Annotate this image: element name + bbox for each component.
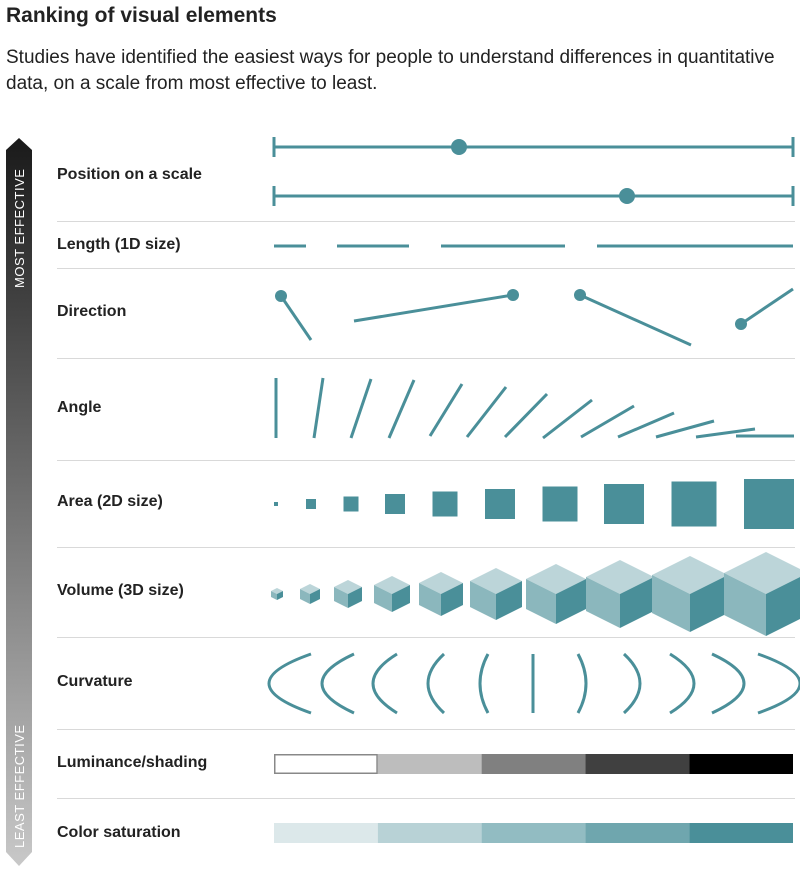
row-label-luminance: Luminance/shading [57, 754, 208, 771]
row-divider [57, 547, 795, 548]
angle-line [542, 398, 593, 440]
curvature-arc [757, 652, 800, 715]
most-effective-label: MOST EFFECTIVE [12, 169, 27, 288]
cube-right-face [620, 577, 654, 628]
least-effective-label: LEAST EFFECTIVE [12, 724, 27, 848]
area-square [385, 494, 405, 514]
row-divider [57, 637, 795, 638]
page-title: Ranking of visual elements [6, 4, 277, 27]
row-label-length: Length (1D size) [57, 236, 181, 253]
cube-right-face [690, 575, 728, 632]
curvature-arc [426, 652, 446, 715]
cube-left-face [271, 591, 277, 600]
cube-left-face [586, 577, 620, 628]
effectiveness-scale: MOST EFFECTIVE LEAST EFFECTIVE [6, 138, 32, 866]
curvature-arc [267, 652, 312, 715]
saturation-swatch [585, 823, 690, 843]
cube-left-face [652, 575, 690, 632]
area-square [274, 502, 278, 506]
area-square [306, 499, 316, 509]
cube-left-face [419, 583, 441, 616]
curvature-arc [711, 652, 746, 715]
angle-line [695, 427, 756, 439]
cube-left-face [374, 585, 392, 612]
luminance-swatch [274, 754, 378, 774]
curvature-arc [478, 653, 490, 714]
area-square [744, 479, 794, 529]
direction-dot [574, 289, 586, 301]
cube-right-face [496, 581, 522, 620]
direction-line [353, 293, 514, 323]
cube-right-face [310, 589, 320, 604]
angle-line [655, 419, 715, 439]
row-label-area: Area (2D size) [57, 493, 163, 510]
angle-line [503, 392, 549, 439]
area-square [485, 489, 515, 519]
luminance-swatch [689, 754, 793, 774]
saturation-swatch [274, 823, 378, 843]
direction-dot [735, 318, 747, 330]
area-square [671, 481, 717, 527]
saturation-swatch [481, 823, 586, 843]
angle-line [312, 377, 325, 439]
curvature-arc [669, 652, 696, 715]
row-divider [57, 798, 795, 799]
scale-marker [451, 139, 467, 155]
cube-right-face [556, 579, 586, 624]
cube-left-face [526, 579, 556, 624]
angle-line [428, 383, 464, 437]
area-square [604, 484, 644, 524]
direction-dot [507, 289, 519, 301]
direction-dot [275, 290, 287, 302]
cube-right-face [766, 577, 800, 636]
curvature-arc [371, 652, 398, 715]
luminance-swatch [585, 754, 690, 774]
row-label-curvature: Curvature [57, 673, 133, 690]
angle-line [580, 404, 635, 439]
cube-left-face [470, 581, 496, 620]
cube-right-face [392, 585, 410, 612]
direction-line [279, 295, 313, 341]
angle-line [387, 379, 416, 439]
row-label-volume: Volume (3D size) [57, 582, 184, 599]
cube-right-face [348, 587, 362, 608]
curvature-arc [320, 652, 355, 715]
luminance-swatch [377, 754, 482, 774]
area-square [343, 496, 359, 512]
curvature-arc [622, 652, 642, 715]
direction-line [740, 287, 794, 326]
direction-line [579, 293, 692, 347]
angle-line [349, 378, 373, 439]
angle-line [465, 386, 508, 438]
row-divider [57, 268, 795, 269]
scale-arrow [6, 138, 32, 866]
scale-marker [619, 188, 635, 204]
area-square [542, 486, 578, 522]
curvature-arc [576, 653, 588, 714]
cube-left-face [724, 573, 766, 636]
row-label-angle: Angle [57, 399, 102, 416]
row-label-direction: Direction [57, 303, 127, 320]
area-square [432, 491, 458, 517]
saturation-swatch [689, 823, 793, 843]
row-label-saturation: Color saturation [57, 824, 181, 841]
cube-left-face [300, 589, 310, 604]
row-label-position: Position on a scale [57, 166, 202, 183]
cube-right-face [441, 583, 463, 616]
angle-line [617, 411, 675, 439]
cube-left-face [334, 587, 348, 608]
row-divider [57, 729, 795, 730]
page-subtitle: Studies have identified the easiest ways… [6, 47, 775, 94]
cube-right-face [277, 591, 283, 600]
luminance-swatch-border [274, 754, 378, 774]
row-divider [57, 358, 795, 359]
row-divider [57, 460, 795, 461]
row-divider [57, 221, 795, 222]
luminance-swatch [481, 754, 586, 774]
cube-top-face [724, 552, 800, 594]
saturation-swatch [377, 823, 482, 843]
